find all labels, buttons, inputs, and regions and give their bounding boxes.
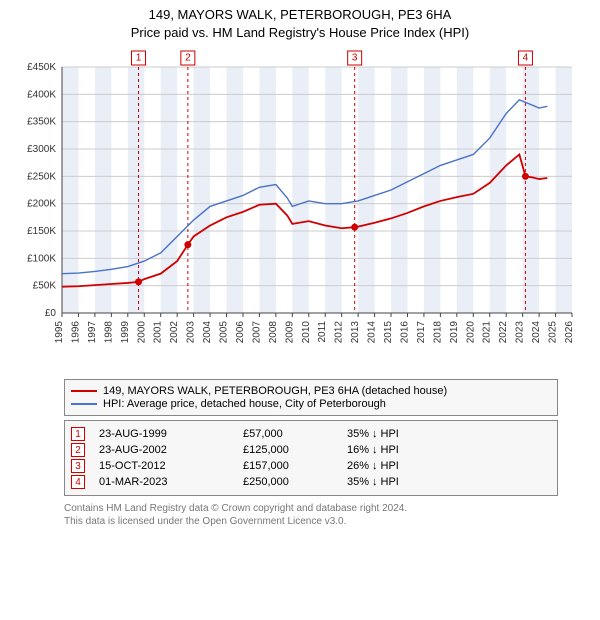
- svg-text:2006: 2006: [235, 321, 246, 344]
- svg-text:2024: 2024: [531, 321, 542, 344]
- footer-copyright: Contains HM Land Registry data © Crown c…: [64, 502, 558, 515]
- svg-text:2: 2: [185, 53, 191, 64]
- svg-text:£300K: £300K: [27, 144, 56, 155]
- legend-swatch: [71, 403, 97, 405]
- svg-text:2026: 2026: [564, 321, 575, 344]
- svg-text:2019: 2019: [449, 321, 460, 344]
- event-number-box: 3: [71, 459, 85, 473]
- svg-text:£250K: £250K: [27, 171, 56, 182]
- svg-text:2012: 2012: [334, 321, 345, 344]
- svg-text:1: 1: [136, 53, 142, 64]
- svg-text:2014: 2014: [367, 321, 378, 344]
- events-table: 1 23-AUG-1999 £57,000 35%↓HPI 2 23-AUG-2002 £1…: [64, 420, 558, 496]
- svg-text:£100K: £100K: [27, 253, 56, 264]
- event-number-box: 2: [71, 443, 85, 457]
- svg-text:1997: 1997: [87, 321, 98, 344]
- footer-licence: This data is licensed under the Open Gov…: [64, 515, 558, 528]
- svg-text:4: 4: [523, 53, 529, 64]
- svg-text:2002: 2002: [169, 321, 180, 344]
- svg-text:1998: 1998: [103, 321, 114, 344]
- svg-text:2017: 2017: [416, 321, 427, 344]
- svg-text:2009: 2009: [284, 321, 295, 344]
- svg-text:2013: 2013: [350, 321, 361, 344]
- svg-text:£350K: £350K: [27, 117, 56, 128]
- legend-label: 149, MAYORS WALK, PETERBOROUGH, PE3 6HA …: [103, 385, 447, 397]
- svg-text:2003: 2003: [186, 321, 197, 344]
- event-price: £125,000: [243, 444, 333, 456]
- chart-subtitle: Price paid vs. HM Land Registry's House …: [8, 24, 592, 42]
- svg-text:£450K: £450K: [27, 62, 56, 73]
- svg-text:£150K: £150K: [27, 226, 56, 237]
- svg-text:2021: 2021: [482, 321, 493, 344]
- legend-row: HPI: Average price, detached house, City…: [71, 398, 551, 410]
- svg-text:2023: 2023: [515, 321, 526, 344]
- event-price: £250,000: [243, 476, 333, 488]
- svg-text:£0: £0: [45, 308, 57, 319]
- event-date: 23-AUG-2002: [99, 444, 229, 456]
- svg-text:2008: 2008: [268, 321, 279, 344]
- svg-text:2001: 2001: [153, 321, 164, 344]
- svg-text:£400K: £400K: [27, 89, 56, 100]
- legend: 149, MAYORS WALK, PETERBOROUGH, PE3 6HA …: [64, 379, 558, 416]
- svg-text:1996: 1996: [70, 321, 81, 344]
- event-date: 01-MAR-2023: [99, 476, 229, 488]
- legend-label: HPI: Average price, detached house, City…: [103, 398, 386, 410]
- svg-text:2007: 2007: [251, 321, 262, 344]
- event-row: 4 01-MAR-2023 £250,000 35%↓HPI: [71, 475, 551, 489]
- price-chart: £0 £50K £100K £150K £200K £250K £300K £350K £400…: [8, 45, 592, 373]
- event-row: 1 23-AUG-1999 £57,000 35%↓HPI: [71, 427, 551, 441]
- legend-swatch: [71, 390, 97, 392]
- event-row: 3 15-OCT-2012 £157,000 26%↓HPI: [71, 459, 551, 473]
- svg-text:2015: 2015: [383, 321, 394, 344]
- svg-text:2018: 2018: [432, 321, 443, 344]
- event-price: £157,000: [243, 460, 333, 472]
- svg-text:1995: 1995: [54, 321, 65, 344]
- svg-text:2022: 2022: [498, 321, 509, 344]
- event-row: 2 23-AUG-2002 £125,000 16%↓HPI: [71, 443, 551, 457]
- event-price: £57,000: [243, 428, 333, 440]
- legend-row: 149, MAYORS WALK, PETERBOROUGH, PE3 6HA …: [71, 385, 551, 397]
- svg-text:2011: 2011: [317, 321, 328, 343]
- svg-text:2000: 2000: [136, 321, 147, 344]
- event-date: 23-AUG-1999: [99, 428, 229, 440]
- svg-text:2025: 2025: [548, 321, 559, 344]
- event-date: 15-OCT-2012: [99, 460, 229, 472]
- svg-text:2020: 2020: [465, 321, 476, 344]
- event-pct: 35%↓HPI: [347, 476, 399, 488]
- svg-text:1999: 1999: [120, 321, 131, 344]
- event-number-box: 1: [71, 427, 85, 441]
- svg-text:£200K: £200K: [27, 199, 56, 210]
- event-pct: 26%↓HPI: [347, 460, 399, 472]
- svg-text:2016: 2016: [399, 321, 410, 344]
- svg-text:2005: 2005: [219, 321, 230, 344]
- svg-text:2004: 2004: [202, 321, 213, 344]
- event-pct: 16%↓HPI: [347, 444, 399, 456]
- event-pct: 35%↓HPI: [347, 428, 399, 440]
- svg-text:2010: 2010: [301, 321, 312, 344]
- event-number-box: 4: [71, 475, 85, 489]
- svg-text:3: 3: [352, 53, 358, 64]
- chart-svg: £0 £50K £100K £150K £200K £250K £300K £350K £400…: [8, 45, 592, 373]
- svg-text:£50K: £50K: [33, 281, 57, 292]
- chart-title-address: 149, MAYORS WALK, PETERBOROUGH, PE3 6HA: [8, 6, 592, 24]
